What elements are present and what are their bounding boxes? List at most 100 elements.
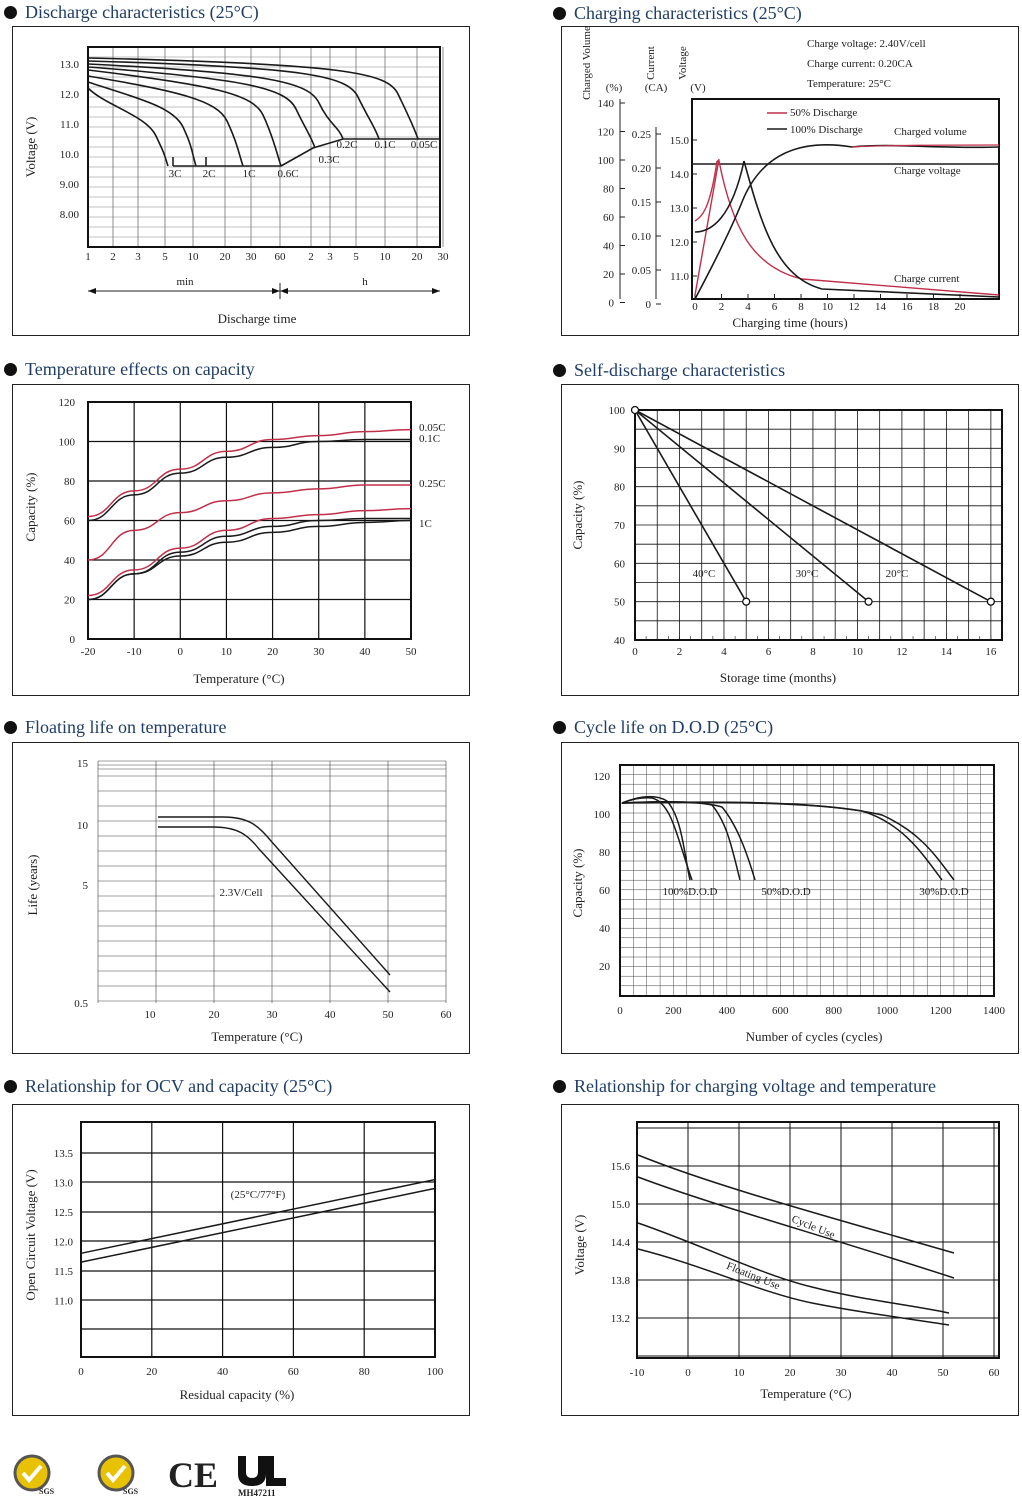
curve-label-volume: Charged volume	[894, 126, 967, 138]
chart-panel-self-discharge: 100 90 80 70 60 50 40 0 2 4 6 8 10 12 14 16 Storage time…	[561, 384, 1019, 696]
x-tick-label: 10	[221, 646, 233, 658]
band-label-bg	[215, 883, 271, 899]
bullet-icon	[4, 6, 17, 19]
series-label-1C: 1C	[243, 168, 256, 180]
x-tick-label: 30	[267, 1009, 279, 1021]
voltage-tick-label: 15.0	[670, 135, 690, 147]
heading-charge-voltage: Relationship for charging voltage and te…	[553, 1076, 936, 1097]
ul-code: MH47211	[238, 1488, 276, 1498]
x-tick-label: 10	[822, 301, 834, 313]
x-tick-label: 60	[275, 251, 287, 263]
bullet-icon	[553, 1080, 566, 1093]
ocv-label-bg	[225, 1185, 291, 1201]
start-marker	[630, 405, 640, 415]
self-discharge-line-1	[634, 409, 870, 603]
x-tick-label: 20	[267, 646, 279, 658]
x-tick-label: 10	[852, 646, 864, 658]
y-tick-label: 20	[599, 961, 611, 973]
y-tick-label: 10	[77, 820, 89, 832]
bullet-icon	[553, 364, 566, 377]
discharge-curve-3C	[87, 87, 169, 167]
discharge-curve-0.2C	[87, 63, 344, 140]
y-tick-label: 60	[599, 885, 611, 897]
x-tick-label: 800	[825, 1005, 842, 1017]
y-tick-label: 13.5	[54, 1148, 74, 1160]
axis-unit-current: (CA)	[645, 82, 668, 94]
x-tick-label: 16	[985, 646, 997, 658]
y-axis-label: Capacity (%)	[23, 473, 38, 542]
x-tick-label: 40	[325, 1009, 337, 1021]
volume-rise-50	[694, 158, 720, 296]
voltage-tick-label: 12.0	[670, 237, 690, 249]
ocv-line-lower	[80, 1187, 436, 1263]
y-tick-label: 60	[614, 558, 626, 570]
y-axis-label: Capacity (%)	[570, 481, 585, 550]
y-tick-label: 120	[59, 397, 76, 409]
x-tick-label: 30	[438, 251, 450, 263]
chart-charging: Charged Volume Current Voltage (%) (CA) (V) 14…	[581, 27, 1000, 330]
series-label-0.05C: 0.05C	[411, 139, 438, 151]
x-tick-label: 600	[772, 1005, 789, 1017]
x-tick-label: 6	[766, 646, 772, 658]
y-tick-label: 13.8	[611, 1275, 631, 1287]
x-tick-label: 60	[441, 1009, 453, 1021]
y-axis-label: Voltage (V)	[572, 1215, 587, 1276]
x-tick-label: 0	[685, 1367, 691, 1379]
x-tick-label: 20	[955, 301, 967, 313]
y-tick-label: 13.0	[54, 1178, 74, 1190]
x-tick-label: 0	[632, 646, 638, 658]
heading-self-discharge: Self-discharge characteristics	[553, 360, 785, 381]
x-tick-label: 10	[380, 251, 392, 263]
x-tick-label: -10	[630, 1367, 645, 1379]
axis-title-current: Current	[645, 46, 657, 80]
chart-self-discharge: 100 90 80 70 60 50 40 0 2 4 6 8 10 12 14 16 Storage time…	[570, 405, 1003, 685]
curve-label-voltage: Charge voltage	[894, 165, 961, 177]
series-label-0.3C: 0.3C	[318, 154, 339, 166]
plot-frame	[619, 764, 995, 997]
chart-panel-charge-voltage: 15.6 15.0 14.4 13.8 13.2 -10 0 10 20 30 40 50 60 Temp…	[561, 1104, 1019, 1416]
bullet-icon	[4, 721, 17, 734]
x-axis-label: Storage time (months)	[720, 670, 836, 685]
chart-panel-ocv: 13.5 13.0 12.5 12.0 11.5 11.0 0 20 40 60 80 100 Resi…	[12, 1104, 470, 1416]
ul-logo: MH47211	[234, 1452, 290, 1502]
x-tick-label: 2	[677, 646, 683, 658]
y-tick-label: 15	[77, 758, 89, 770]
chart-discharge: 13.0 12.0 11.0 10.0 9.00 8.00 1 2 3 5 10 20 30 60 2 3 5 1…	[23, 46, 450, 326]
x-tick-label: 40	[217, 1366, 229, 1378]
current-tick-label: 0.20	[632, 163, 652, 175]
y-tick-label: 14.4	[611, 1237, 631, 1249]
cycle-curve-100b	[621, 796, 691, 881]
axis-title-charged-volume: Charged Volume	[581, 27, 593, 100]
cycle-curve-50a	[621, 800, 741, 881]
volume-tick-label: 120	[598, 127, 615, 139]
series-label-1C: 1C	[419, 518, 432, 530]
sgs-logo-1: SGS	[8, 1452, 58, 1500]
bullet-icon	[4, 1080, 17, 1093]
y-tick-label: 8.00	[60, 209, 80, 221]
x-axis-label: Residual capacity (%)	[180, 1387, 295, 1402]
x-tick-label: 100	[427, 1366, 444, 1378]
discharge-curve-2C	[87, 81, 197, 167]
cycle-curve-30b	[621, 801, 955, 881]
sgs-logo-2: SGS	[92, 1452, 142, 1500]
x-axis-label: Temperature (°C)	[211, 1029, 302, 1044]
x-tick-label: 1200	[930, 1005, 953, 1017]
capacity-curve-0.1C	[87, 438, 411, 522]
discharge-curve-0.3C	[87, 66, 316, 149]
heading-temperature: Temperature effects on capacity	[4, 359, 255, 380]
series-label-0.1C: 0.1C	[419, 433, 440, 445]
x-axis-label: Number of cycles (cycles)	[746, 1029, 883, 1044]
x-tick-label: 30	[313, 646, 325, 658]
capacity-curve-0.05C	[87, 428, 412, 518]
bullet-icon	[553, 721, 566, 734]
x-tick-label: 40	[359, 646, 371, 658]
y-tick-label: 80	[614, 482, 626, 494]
sgs-text-1: SGS	[39, 1487, 55, 1496]
x-tick-label: 40	[887, 1367, 899, 1379]
x-axis-label: Discharge time	[218, 311, 297, 326]
volume-tick-label: 40	[603, 241, 615, 253]
series-label-0: 40°C	[693, 568, 716, 580]
curve-label-current: Charge current	[894, 273, 959, 285]
chart-temperature: 120 100 80 60 40 20 0 -20 -10 0 10 20 30 40 50 Temperat…	[23, 397, 446, 686]
